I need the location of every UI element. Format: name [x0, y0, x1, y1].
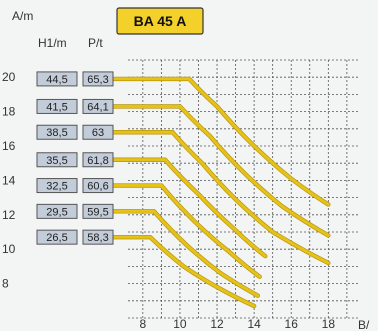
- performance-curve: [111, 104, 330, 237]
- h1-value: 26,5: [46, 232, 67, 244]
- p-value-box: [82, 124, 114, 140]
- h1-value-box: [36, 203, 78, 219]
- h1-value-box: [36, 71, 78, 87]
- x-tick-label: 8: [139, 317, 146, 331]
- p-value-box: [82, 178, 114, 194]
- h1-value: 38,5: [46, 127, 67, 139]
- p-value: 61,8: [87, 155, 108, 167]
- performance-curve: [111, 158, 267, 258]
- y-tick-label: 10: [2, 242, 16, 256]
- labels: 20 18 16 14 12 10 8 8 10 12 14 16 18 44,5 65,3 41,5 64,1…: [2, 70, 335, 331]
- performance-curve: [111, 235, 256, 308]
- col-header-h1: H1/m: [38, 36, 67, 50]
- performance-curve: [111, 209, 260, 298]
- grid: [128, 59, 358, 319]
- h1-value: 41,5: [46, 101, 67, 113]
- h1-value-box: [36, 178, 78, 194]
- p-value-box: [82, 71, 114, 87]
- y-tick-label: 12: [2, 208, 16, 222]
- p-value: 60,6: [87, 181, 108, 193]
- performance-curve: [111, 130, 330, 265]
- title-badge: BA 45 A: [116, 7, 204, 35]
- p-value: 65,3: [87, 74, 108, 86]
- x-tick-label: 12: [210, 317, 224, 331]
- x-axis-unit: B/: [358, 318, 370, 331]
- chart-title: BA 45 A: [134, 13, 187, 29]
- p-value-box: [82, 98, 114, 114]
- x-tick-label: 18: [322, 317, 336, 331]
- p-value: 64,1: [87, 101, 108, 113]
- y-tick-label: 18: [2, 105, 16, 119]
- h1-value-box: [36, 124, 78, 140]
- p-value: 59,5: [87, 206, 108, 218]
- y-tick-label: 14: [2, 173, 16, 187]
- p-value: 63: [92, 127, 104, 139]
- y-tick-label: 16: [2, 139, 16, 153]
- y-axis-unit: A/m: [12, 9, 33, 23]
- x-tick-label: 16: [285, 317, 299, 331]
- h1-value-box: [36, 229, 78, 245]
- h1-value-box: [36, 98, 78, 114]
- h1-value: 32,5: [46, 181, 67, 193]
- h1-value: 44,5: [46, 74, 67, 86]
- p-value-box: [82, 203, 114, 219]
- performance-curve: [111, 184, 262, 279]
- x-tick-label: 10: [173, 317, 187, 331]
- y-tick-label: 8: [2, 277, 9, 291]
- p-value-box: [82, 152, 114, 168]
- p-value: 58,3: [87, 232, 108, 244]
- p-value-box: [82, 229, 114, 245]
- x-tick-label: 14: [247, 317, 261, 331]
- h1-value: 35,5: [46, 155, 67, 167]
- h1-value-box: [36, 152, 78, 168]
- y-tick-label: 20: [2, 70, 16, 84]
- h1-value: 29,5: [46, 206, 67, 218]
- curves: [110, 76, 331, 309]
- performance-curve: [111, 77, 330, 206]
- col-header-p: P/t: [88, 36, 103, 50]
